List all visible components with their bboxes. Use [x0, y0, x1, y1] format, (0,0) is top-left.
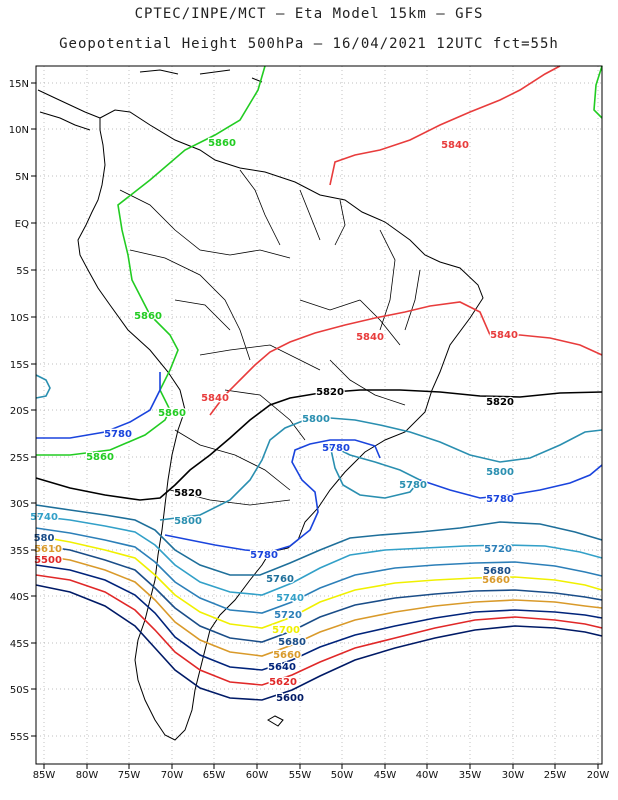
contour-label: 5780 [399, 480, 427, 491]
contour-label: 5660 [273, 650, 301, 661]
contour-label: 5700 [272, 625, 300, 636]
contour-5800 [35, 374, 51, 399]
lat-tick-label: 20S [10, 406, 29, 417]
map-frame [35, 65, 603, 765]
lat-tick-label: 10N [9, 125, 29, 136]
contour-label: 5820 [486, 397, 514, 408]
lon-tick-label: 50W [331, 770, 354, 781]
contour-5800 [328, 443, 422, 499]
contour-label: 5800 [486, 467, 514, 478]
contour-label: 580 [34, 533, 55, 544]
lat-tick-label: 25S [10, 453, 29, 464]
lat-tick-label: EQ [15, 219, 29, 230]
contour-5620 [35, 574, 603, 686]
lon-tick-label: 55W [289, 770, 312, 781]
lat-lon-grid [36, 66, 602, 764]
contour-5680 [35, 544, 603, 643]
axis-ticks: 15N10N5NEQ5S10S15S20S25S30S35S40S45S50S5… [9, 79, 610, 781]
contour-label: 5720 [274, 610, 302, 621]
contour-label: 5760 [266, 574, 294, 585]
lon-tick-label: 85W [33, 770, 56, 781]
lon-tick-label: 60W [246, 770, 269, 781]
contour-5740 [35, 515, 603, 596]
contour-5800 [159, 417, 603, 521]
lon-tick-label: 45W [374, 770, 397, 781]
falkland-islands [267, 715, 284, 727]
contour-5840 [329, 65, 561, 186]
contour-label: 5860 [158, 408, 186, 419]
coastlines-and-borders [37, 69, 484, 741]
lon-tick-label: 40W [416, 770, 439, 781]
lat-tick-label: 35S [10, 546, 29, 557]
contour-label: 5800 [302, 414, 330, 425]
contour-5840 [209, 301, 603, 416]
contour-label: 5800 [174, 516, 202, 527]
contour-label: 5640 [268, 662, 296, 673]
contour-label: 5860 [86, 452, 114, 463]
contour-label: 5740 [30, 512, 58, 523]
contour-label: 5780 [250, 550, 278, 561]
lat-tick-label: 55S [10, 732, 29, 743]
contour-5600 [35, 584, 603, 701]
lat-tick-label: 40S [10, 592, 29, 603]
contour-label: 5780 [486, 494, 514, 505]
lat-tick-label: 5N [15, 172, 29, 183]
contour-label: 5840 [441, 140, 469, 151]
contour-label: 5600 [276, 693, 304, 704]
map-title: CPTEC/INPE/MCT – Eta Model 15km – GFS [134, 6, 484, 22]
contour-label: 5860 [208, 138, 236, 149]
lon-tick-label: 70W [161, 770, 184, 781]
contour-label: 5620 [269, 677, 297, 688]
lat-tick-label: 30S [10, 499, 29, 510]
contour-label: 5780 [322, 443, 350, 454]
caribbean-islands [139, 69, 263, 83]
lat-tick-label: 5S [16, 266, 29, 277]
lat-tick-label: 50S [10, 685, 29, 696]
contour-label: 5840 [490, 330, 518, 341]
contour-5720 [35, 527, 603, 614]
lat-tick-label: 15S [10, 360, 29, 371]
contour-5780 [164, 439, 381, 553]
central-america-coast [37, 89, 101, 131]
lat-tick-label: 10S [10, 313, 29, 324]
contour-5860 [593, 65, 603, 119]
contour-label: 5740 [276, 593, 304, 604]
contour-label: 5820 [174, 488, 202, 499]
contour-5760 [35, 504, 603, 576]
height-contours [35, 65, 603, 701]
contour-label: 5720 [484, 544, 512, 555]
contour-5780 [419, 464, 603, 499]
lon-tick-label: 30W [502, 770, 525, 781]
contour-label: 5840 [201, 393, 229, 404]
contour-label: 5500 [34, 555, 62, 566]
lon-tick-label: 20W [587, 770, 610, 781]
contour-5660 [35, 554, 603, 657]
lon-tick-label: 25W [544, 770, 567, 781]
contour-label: 5860 [134, 311, 162, 322]
contour-label: 5660 [482, 575, 510, 586]
contour-label: 5680 [483, 566, 511, 577]
contour-label: 5840 [356, 332, 384, 343]
lat-tick-label: 45S [10, 639, 29, 650]
lat-tick-label: 15N [9, 79, 29, 90]
country-borders [119, 169, 421, 506]
contour-label: 5680 [278, 637, 306, 648]
contour-5700 [35, 535, 603, 629]
lon-tick-label: 75W [118, 770, 141, 781]
contour-label: 5780 [104, 429, 132, 440]
contour-5820 [35, 389, 603, 501]
contour-5780 [36, 372, 161, 439]
contour-labels: 5860 5860 5860 5860 5840 5840 5840 5840 5820 5820… [29, 137, 519, 706]
contour-label: 5610 [34, 544, 62, 555]
lon-tick-label: 65W [203, 770, 226, 781]
contour-5640 [35, 564, 603, 671]
map-subtitle: Geopotential Height 500hPa – 16/04/2021 … [59, 36, 559, 52]
lon-tick-label: 80W [76, 770, 99, 781]
lon-tick-label: 35W [459, 770, 482, 781]
contour-label: 5820 [316, 387, 344, 398]
contour-5860 [36, 65, 266, 456]
